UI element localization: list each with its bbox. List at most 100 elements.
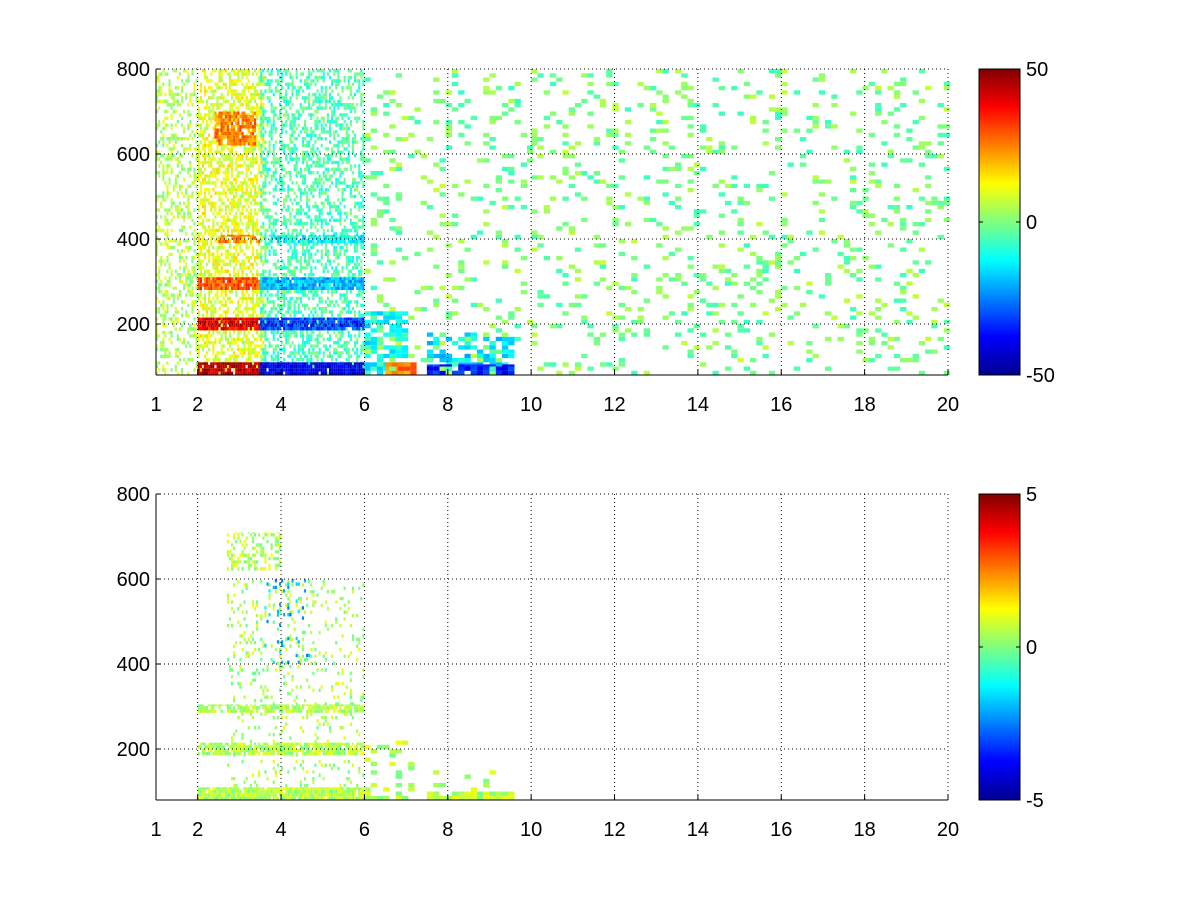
heatmap-cell	[176, 194, 179, 199]
heatmap-cell	[231, 125, 234, 129]
heatmap-cell	[276, 310, 279, 314]
heatmap-cell	[185, 245, 188, 250]
heatmap-cell	[291, 269, 294, 273]
heatmap-cell	[245, 256, 248, 260]
heatmap-cell	[339, 123, 342, 127]
heatmap-cell	[191, 303, 194, 307]
heatmap-cell	[208, 323, 211, 327]
heatmap-cell	[256, 313, 259, 318]
heatmap-cell	[170, 133, 173, 137]
heatmap-cell	[228, 201, 231, 205]
heatmap-cell	[274, 160, 277, 165]
heatmap-cell	[251, 371, 254, 375]
heatmap-cell	[262, 341, 265, 345]
heatmap-cell	[301, 222, 304, 226]
heatmap-cell	[239, 239, 242, 244]
heatmap-cell	[281, 79, 284, 83]
heatmap-cell	[281, 120, 284, 124]
heatmap-cell	[356, 266, 359, 270]
heatmap-cell	[233, 228, 236, 233]
heatmap-cell	[170, 137, 173, 141]
heatmap-cell	[339, 344, 342, 348]
heatmap-cell	[356, 181, 359, 185]
heatmap-cell	[249, 160, 252, 165]
heatmap-cell	[308, 351, 311, 355]
heatmap-cell	[199, 286, 202, 290]
heatmap-cell	[228, 131, 231, 136]
heatmap-cell	[212, 222, 215, 226]
heatmap-cell	[274, 79, 277, 83]
heatmap-cell	[287, 262, 290, 267]
heatmap-cell	[206, 337, 209, 341]
heatmap-cell	[264, 130, 267, 134]
heatmap-cell	[214, 286, 217, 290]
heatmap-cell	[203, 283, 206, 287]
heatmap-cell	[235, 157, 238, 161]
heatmap-cell	[339, 286, 342, 290]
heatmap-cell	[249, 164, 252, 168]
heatmap-cell	[318, 133, 321, 137]
heatmap-cell	[220, 279, 223, 284]
heatmap-cell	[358, 334, 361, 338]
heatmap-cell	[241, 234, 244, 237]
heatmap-cell	[289, 75, 292, 80]
heatmap-cell	[226, 286, 229, 290]
heatmap-cell	[260, 334, 263, 338]
heatmap-cell	[326, 211, 329, 216]
heatmap-cell	[241, 323, 244, 327]
heatmap-cell	[233, 327, 236, 331]
heatmap-cell	[183, 137, 186, 141]
heatmap-cell	[174, 109, 177, 114]
heatmap-cell	[249, 86, 252, 90]
heatmap-cell	[343, 242, 346, 246]
heatmap-cell	[249, 256, 252, 260]
heatmap-cell	[228, 279, 231, 284]
heatmap-cell	[268, 130, 271, 134]
heatmap-cell	[201, 320, 204, 324]
heatmap-cell	[210, 279, 213, 284]
heatmap-cell	[283, 300, 286, 304]
heatmap-cell	[254, 194, 257, 199]
heatmap-cell	[258, 368, 261, 372]
heatmap-cell	[251, 164, 254, 168]
heatmap-cell	[260, 337, 263, 341]
heatmap-cell	[168, 79, 171, 83]
heatmap-cell	[162, 320, 165, 324]
heatmap-cell	[216, 262, 219, 267]
heatmap-cell	[185, 188, 188, 192]
heatmap-cell	[276, 198, 279, 202]
heatmap-cell	[291, 310, 294, 314]
heatmap-cell	[195, 184, 198, 188]
heatmap-cell	[178, 276, 181, 280]
heatmap-cell	[206, 154, 209, 158]
heatmap-cell	[293, 191, 296, 195]
heatmap-cell	[293, 147, 296, 151]
heatmap-cell	[333, 113, 336, 117]
heatmap-cell	[339, 293, 342, 297]
heatmap-cell	[239, 79, 242, 83]
heatmap-cell	[299, 222, 302, 226]
heatmap-cell	[295, 116, 298, 120]
heatmap-cell	[291, 133, 294, 137]
heatmap-cell	[310, 310, 313, 314]
heatmap-cell	[254, 259, 257, 263]
heatmap-cell	[199, 249, 202, 253]
heatmap-cell	[316, 259, 319, 263]
heatmap-cell	[318, 188, 321, 192]
heatmap-cell	[241, 296, 244, 301]
heatmap-cell	[203, 371, 206, 375]
heatmap-cell	[231, 252, 234, 256]
heatmap-cell	[231, 138, 234, 143]
heatmap-cell	[306, 215, 309, 219]
heatmap-cell	[281, 106, 284, 110]
heatmap-cell	[210, 228, 213, 233]
heatmap-cell	[360, 269, 363, 273]
heatmap-cell	[158, 79, 161, 83]
heatmap-cell	[216, 358, 219, 362]
heatmap-cell	[197, 371, 200, 375]
heatmap-cell	[337, 256, 340, 260]
heatmap-cell	[289, 171, 292, 175]
heatmap-cell	[314, 75, 317, 80]
heatmap-cell	[283, 69, 286, 73]
heatmap-cell	[220, 259, 223, 263]
